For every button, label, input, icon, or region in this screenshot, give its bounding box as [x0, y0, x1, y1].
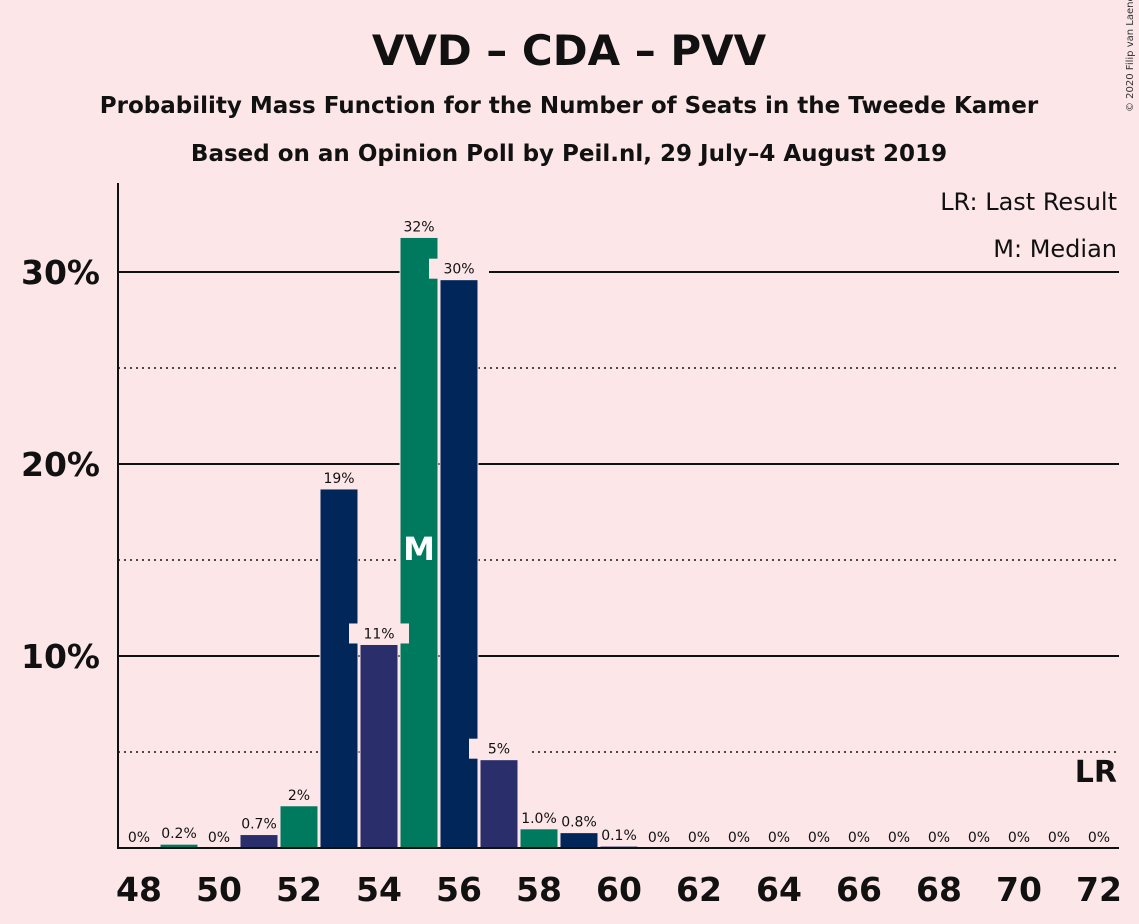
bar-value-label: 0.8%	[561, 815, 597, 831]
chart-subtitle-2: Based on an Opinion Poll by Peil.nl, 29 …	[191, 141, 947, 167]
x-tick-label: 48	[116, 870, 162, 909]
bar-seats-56	[439, 279, 479, 849]
x-tick-label: 62	[676, 870, 722, 909]
bar-value-label: 0%	[968, 830, 990, 846]
bar-seats-53	[319, 488, 359, 849]
x-tick-label: 52	[276, 870, 322, 909]
bar-seats-58	[519, 828, 559, 849]
x-tick-label: 54	[356, 870, 402, 909]
bar-value-label: 0.2%	[161, 826, 197, 842]
bar-label-backdrop	[389, 216, 449, 237]
bar-value-label: 0%	[1008, 830, 1030, 846]
bar-value-label: 0%	[768, 830, 790, 846]
bar-value-label: 30%	[443, 262, 474, 278]
bar-value-label: 0%	[1088, 830, 1110, 846]
bar-value-label: 0%	[728, 830, 750, 846]
legend-median: M: Median	[993, 235, 1117, 263]
bar-value-label: 11%	[363, 626, 394, 642]
bar-value-label: 0.7%	[241, 817, 277, 833]
bar-seats-57	[479, 759, 519, 849]
bars	[159, 236, 639, 849]
bar-labels: 0% 0.2% 0% 0.7% 2% 19% 11% 32% M 30% 5% 1.0% 0.8%0.1…	[128, 216, 1110, 846]
last-result-marker: LR	[1075, 755, 1117, 790]
median-marker: M	[403, 530, 435, 568]
copyright-note: © 2020 Filip van Laenen	[1125, 0, 1136, 112]
x-tick-label: 50	[196, 870, 242, 909]
grid-lines	[118, 271, 1119, 753]
bar-value-label: 1.0%	[521, 811, 557, 827]
legend-last-result: LR: Last Result	[940, 188, 1117, 216]
y-tick-label: 20%	[21, 445, 100, 484]
bar-value-label: 0%	[648, 830, 670, 846]
bar-value-label: 0.1%	[601, 828, 637, 844]
x-tick-label: 66	[836, 870, 882, 909]
bar-value-label: 0%	[688, 830, 710, 846]
y-tick-label: 30%	[21, 253, 100, 292]
x-tick-label: 56	[436, 870, 482, 909]
bar-label-backdrop	[309, 467, 369, 488]
bar-seats-59	[559, 832, 599, 849]
bar-value-label: 0%	[128, 830, 150, 846]
bar-value-label: 2%	[288, 788, 310, 804]
bar-label-backdrop	[349, 623, 409, 644]
x-tick-label: 70	[996, 870, 1042, 909]
x-tick-label: 60	[596, 870, 642, 909]
bar-value-label: 0%	[888, 830, 910, 846]
chart-subtitle: Probability Mass Function for the Number…	[100, 93, 1039, 119]
bar-value-label: 0%	[928, 830, 950, 846]
bar-seats-51	[239, 834, 279, 849]
bar-label-backdrop	[469, 738, 529, 759]
x-tick-label: 58	[516, 870, 562, 909]
bar-value-label: 0%	[848, 830, 870, 846]
bar-value-label: 0%	[1048, 830, 1070, 846]
bar-seats-54	[359, 643, 399, 849]
y-tick-labels: 10% 20% 30%	[21, 253, 100, 676]
bar-seats-55	[399, 236, 439, 849]
bar-seats-52	[279, 805, 319, 849]
axes	[117, 183, 1119, 849]
x-tick-label: 72	[1076, 870, 1122, 909]
bar-value-label: 19%	[323, 471, 354, 487]
bar-value-label: 32%	[403, 219, 434, 235]
chart-title: VVD – CDA – PVV	[372, 26, 767, 75]
x-tick-label: 64	[756, 870, 802, 909]
bar-value-label: 5%	[488, 742, 510, 758]
bar-value-label: 0%	[208, 830, 230, 846]
x-tick-label: 68	[916, 870, 962, 909]
y-tick-label: 10%	[21, 637, 100, 676]
bar-label-backdrop	[429, 258, 489, 279]
bar-value-label: 0%	[808, 830, 830, 846]
x-tick-labels: 48 50 52 54 56 58 60 62 64 66 68 70 72	[116, 870, 1122, 909]
